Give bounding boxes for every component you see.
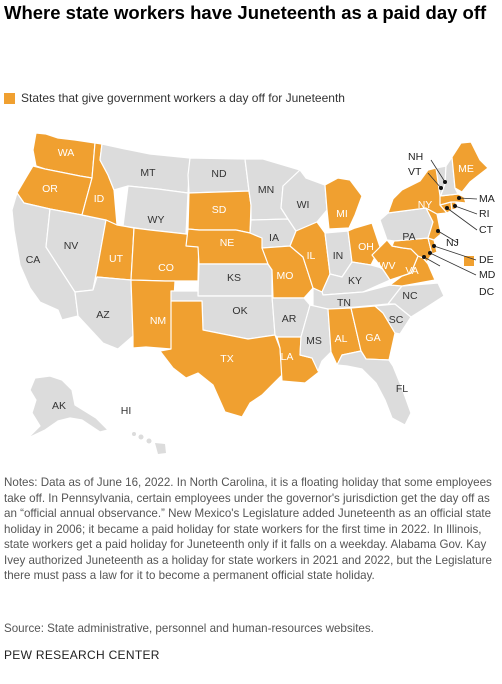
legend: States that give government workers a da… xyxy=(4,91,345,105)
label-WA: WA xyxy=(58,147,75,159)
label-SD: SD xyxy=(212,204,227,216)
label-IA: IA xyxy=(269,232,279,244)
label-UT: UT xyxy=(109,253,124,265)
callout-labels: NH VT MA RI CT NJ DE MD DC xyxy=(408,151,496,298)
label-RI: RI xyxy=(479,208,490,220)
label-NE: NE xyxy=(220,237,235,249)
label-KY: KY xyxy=(348,275,362,287)
label-IN: IN xyxy=(333,250,344,262)
state-MI xyxy=(324,177,363,230)
label-ME: ME xyxy=(458,163,474,175)
notes: Notes: Data as of June 16, 2022. In Nort… xyxy=(4,476,492,582)
label-TX: TX xyxy=(220,353,233,365)
label-VT: VT xyxy=(408,166,422,178)
label-FL: FL xyxy=(396,383,408,395)
label-OH: OH xyxy=(358,241,374,253)
label-NH: NH xyxy=(408,151,423,163)
state-labels: WA OR CA NV ID MT WY UT AZ CO NM ND SD N… xyxy=(26,147,474,417)
label-ID: ID xyxy=(94,193,105,205)
label-OK: OK xyxy=(232,305,247,317)
state-WY xyxy=(122,185,189,235)
label-WV: WV xyxy=(379,260,396,272)
organization-credit: PEW RESEARCH CENTER xyxy=(4,648,160,662)
label-WI: WI xyxy=(297,199,310,211)
label-NV: NV xyxy=(64,240,79,252)
label-GA: GA xyxy=(365,332,380,344)
chart-title: Where state workers have Juneteenth as a… xyxy=(4,2,487,23)
label-NC: NC xyxy=(402,290,418,302)
label-AK: AK xyxy=(52,400,66,412)
us-map: WA OR CA NV ID MT WY UT AZ CO NM ND SD N… xyxy=(11,132,496,454)
legend-label: States that give government workers a da… xyxy=(21,91,345,105)
label-MA: MA xyxy=(479,193,495,205)
label-LA: LA xyxy=(281,351,294,363)
label-VA: VA xyxy=(405,265,418,277)
label-AL: AL xyxy=(335,333,348,345)
callout-leaders xyxy=(422,159,478,276)
label-DE: DE xyxy=(479,254,494,266)
state-DC xyxy=(464,256,474,266)
label-MI: MI xyxy=(336,208,348,220)
label-MO: MO xyxy=(277,270,294,282)
label-MT: MT xyxy=(140,167,156,179)
label-TN: TN xyxy=(337,297,351,309)
state-NM xyxy=(130,279,176,350)
state-AK xyxy=(27,375,109,439)
label-OR: OR xyxy=(42,183,58,195)
state-TN xyxy=(312,284,403,312)
label-NJ: NJ xyxy=(446,237,459,249)
source: Source: State administrative, personnel … xyxy=(4,622,374,635)
label-CO: CO xyxy=(158,262,174,274)
label-MN: MN xyxy=(258,184,274,196)
label-DC: DC xyxy=(479,286,495,298)
label-HI: HI xyxy=(121,405,132,417)
state-TX xyxy=(159,300,283,418)
label-NM: NM xyxy=(150,315,166,327)
label-KS: KS xyxy=(227,272,241,284)
label-SC: SC xyxy=(389,314,404,326)
label-ND: ND xyxy=(211,168,227,180)
label-PA: PA xyxy=(402,231,415,243)
label-CA: CA xyxy=(26,254,41,266)
label-MS: MS xyxy=(306,335,322,347)
label-IL: IL xyxy=(307,250,316,262)
label-WY: WY xyxy=(148,214,165,226)
state-ME xyxy=(451,141,489,193)
label-MD: MD xyxy=(479,269,496,281)
state-HI xyxy=(132,432,166,454)
legend-swatch xyxy=(4,92,15,104)
state-FL xyxy=(336,350,412,426)
label-AR: AR xyxy=(282,313,297,325)
states xyxy=(11,132,489,454)
state-WI xyxy=(280,169,328,232)
label-NY: NY xyxy=(418,199,433,211)
label-AZ: AZ xyxy=(96,309,110,321)
label-CT: CT xyxy=(479,224,494,236)
